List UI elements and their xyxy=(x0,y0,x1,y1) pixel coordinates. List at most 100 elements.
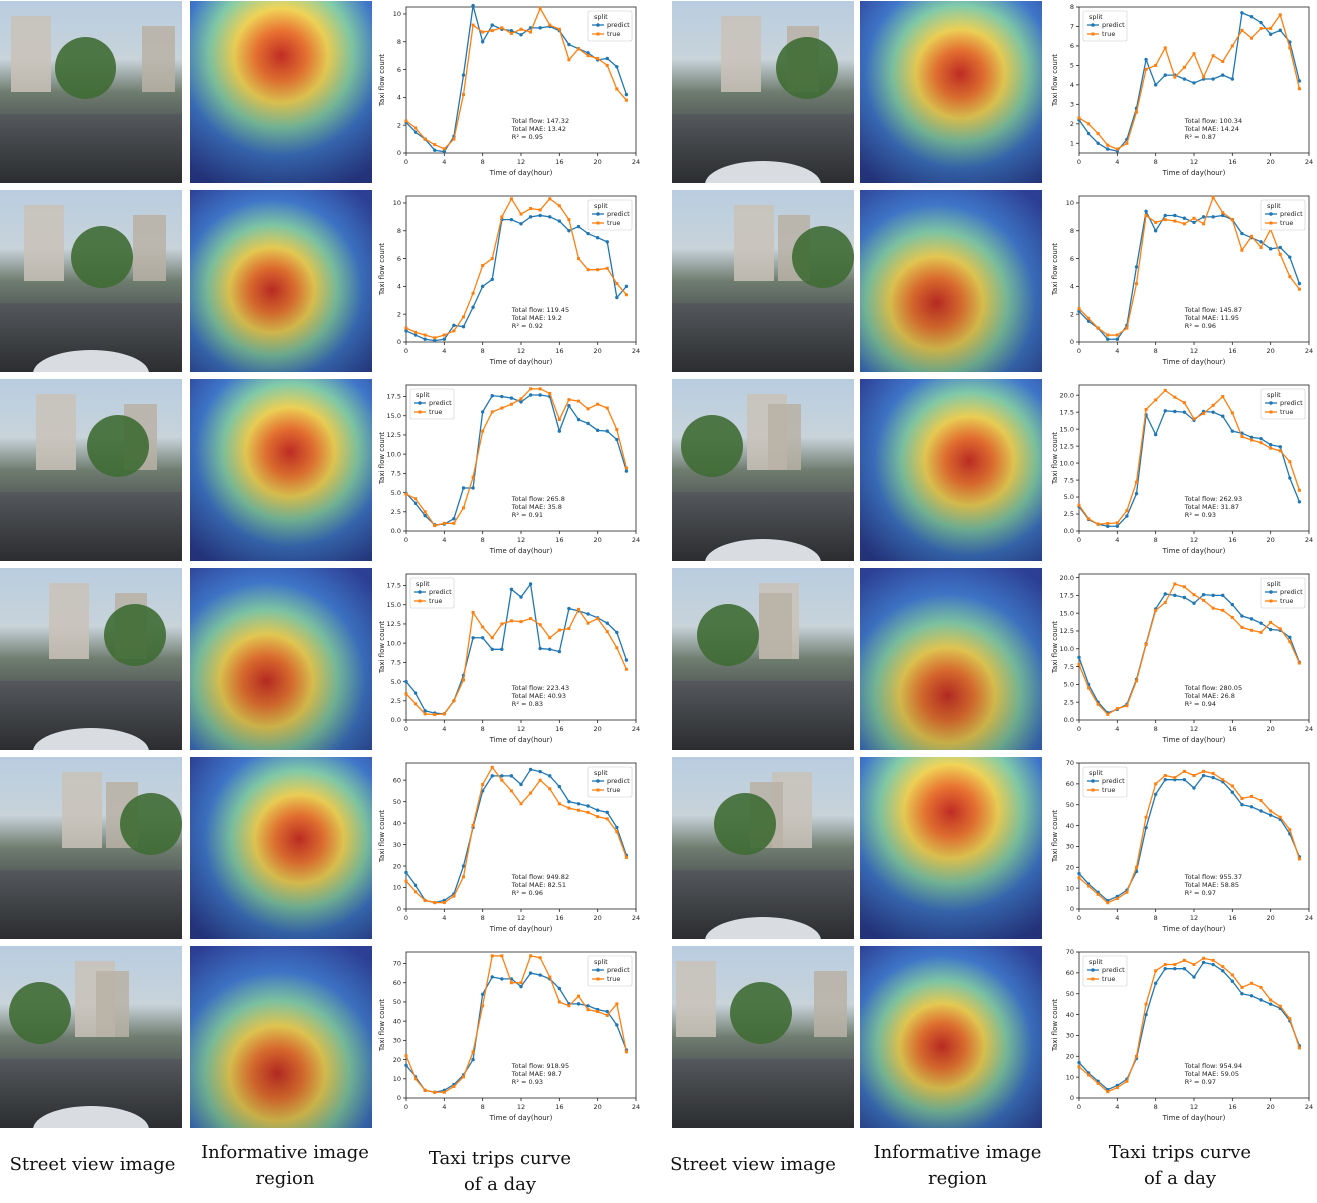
stats-annotation: Total flow: 262.93 xyxy=(1184,495,1242,503)
data-point-true xyxy=(500,622,504,626)
x-tick-label: 0 xyxy=(1077,725,1081,733)
data-point-predict xyxy=(576,417,581,422)
data-point-predict xyxy=(586,1004,590,1008)
data-point-true xyxy=(605,406,609,410)
stats-annotation: Total MAE: 11.95 xyxy=(1184,314,1239,322)
data-point-true xyxy=(509,31,513,35)
y-tick-label: 30 xyxy=(393,1037,401,1045)
y-tick-label: 10 xyxy=(393,1075,401,1083)
data-point-predict xyxy=(605,240,609,244)
data-point-predict xyxy=(567,606,571,611)
data-point-true xyxy=(1221,60,1225,64)
caption-line: of a day xyxy=(463,1174,537,1195)
data-point-true xyxy=(586,268,590,272)
data-point-predict xyxy=(1249,435,1254,439)
informative-region-heatmap xyxy=(860,379,1042,561)
data-point-true xyxy=(548,787,552,791)
data-point-predict xyxy=(1182,410,1187,414)
data-point-true xyxy=(567,1004,571,1008)
data-point-true xyxy=(1087,686,1091,690)
data-point-true xyxy=(1278,815,1282,819)
taxi-trips-chart: 0 4 8 12 16 20 24 0 10 20 30 40 50 60 Time of day(hour… xyxy=(372,757,644,939)
data-point-true xyxy=(471,291,475,295)
data-point-true xyxy=(433,1090,437,1094)
data-point-predict xyxy=(1077,655,1081,660)
y-tick-label: 7.5 xyxy=(1064,476,1074,484)
x-tick-label: 24 xyxy=(632,725,640,733)
legend-title: split xyxy=(594,202,608,210)
data-point-predict xyxy=(538,393,542,397)
data-point-predict xyxy=(567,229,571,233)
data-point-true xyxy=(557,204,561,208)
x-tick-label: 16 xyxy=(555,536,563,544)
data-point-predict xyxy=(509,774,514,778)
x-tick-label: 8 xyxy=(1154,347,1158,355)
data-point-true xyxy=(423,510,427,514)
data-point-true xyxy=(1125,704,1129,708)
data-point-predict xyxy=(1230,979,1235,983)
data-point-predict xyxy=(605,56,609,61)
data-point-true xyxy=(1125,890,1129,894)
x-tick-label: 8 xyxy=(1154,1103,1158,1111)
x-tick-label: 0 xyxy=(404,914,408,922)
data-point-predict xyxy=(1153,83,1158,87)
data-point-predict xyxy=(1096,141,1100,145)
x-tick-label: 24 xyxy=(632,347,640,355)
x-tick-label: 12 xyxy=(517,158,525,166)
data-point-predict xyxy=(1221,73,1225,77)
data-point-true xyxy=(1250,981,1253,985)
data-point-predict xyxy=(471,636,475,640)
y-axis-label: Taxi flow count xyxy=(378,810,386,863)
data-point-true xyxy=(1135,1054,1138,1058)
data-point-predict xyxy=(509,587,514,592)
data-point-true xyxy=(490,765,494,769)
data-point-predict xyxy=(586,231,590,236)
taxi-trips-chart: 0 4 8 12 16 20 24 0 2 4 6 8 10 Time of day(hour) Taxi … xyxy=(372,1,644,183)
y-tick-label: 60 xyxy=(1066,969,1074,977)
data-point-predict xyxy=(557,649,562,654)
data-point-predict xyxy=(538,26,542,30)
data-point-predict xyxy=(1153,229,1158,233)
data-point-true xyxy=(1250,438,1253,442)
data-point-true xyxy=(462,315,465,319)
data-point-true xyxy=(1125,509,1129,513)
data-point-true xyxy=(577,808,580,812)
legend-entry: true xyxy=(607,786,620,794)
y-tick-label: 4 xyxy=(397,283,401,291)
y-tick-label: 8 xyxy=(397,227,401,235)
data-point-predict xyxy=(1173,213,1177,218)
data-point-true xyxy=(596,402,600,406)
y-tick-label: 15.0 xyxy=(387,601,401,609)
caption-taxi-curve-left: Taxi trips curve of a day xyxy=(405,1146,595,1198)
data-point-true xyxy=(1192,593,1196,597)
data-point-predict xyxy=(1077,309,1081,314)
stats-annotation: R² = 0.96 xyxy=(1185,322,1216,330)
data-point-predict xyxy=(1182,77,1187,81)
data-point-true xyxy=(1240,625,1244,629)
data-point-true xyxy=(452,894,456,898)
data-point-predict xyxy=(1192,975,1196,979)
data-point-predict xyxy=(1278,28,1282,33)
data-point-true xyxy=(605,630,609,634)
legend-title: split xyxy=(416,391,430,399)
data-point-predict xyxy=(404,679,408,684)
y-tick-label: 8 xyxy=(1070,3,1074,11)
taxi-trips-chart: 0 4 8 12 16 20 24 0 10 20 30 40 50 60 70 Time of day(ho… xyxy=(1045,757,1317,939)
data-point-true xyxy=(557,27,561,31)
series-line-true xyxy=(405,955,628,1093)
x-tick-label: 24 xyxy=(1305,725,1313,733)
x-axis-label: Time of day(hour) xyxy=(489,1114,553,1122)
street-view-image xyxy=(672,946,854,1128)
data-point-predict xyxy=(1211,410,1215,414)
data-point-true xyxy=(481,429,485,433)
data-point-predict xyxy=(595,428,600,433)
data-point-true xyxy=(442,147,446,151)
data-point-true xyxy=(624,855,628,859)
data-point-predict xyxy=(1125,514,1129,518)
data-point-true xyxy=(442,712,446,716)
data-point-predict xyxy=(1221,969,1225,973)
y-tick-label: 4 xyxy=(1070,283,1074,291)
x-tick-label: 12 xyxy=(517,536,525,544)
y-tick-label: 10.0 xyxy=(387,639,401,647)
